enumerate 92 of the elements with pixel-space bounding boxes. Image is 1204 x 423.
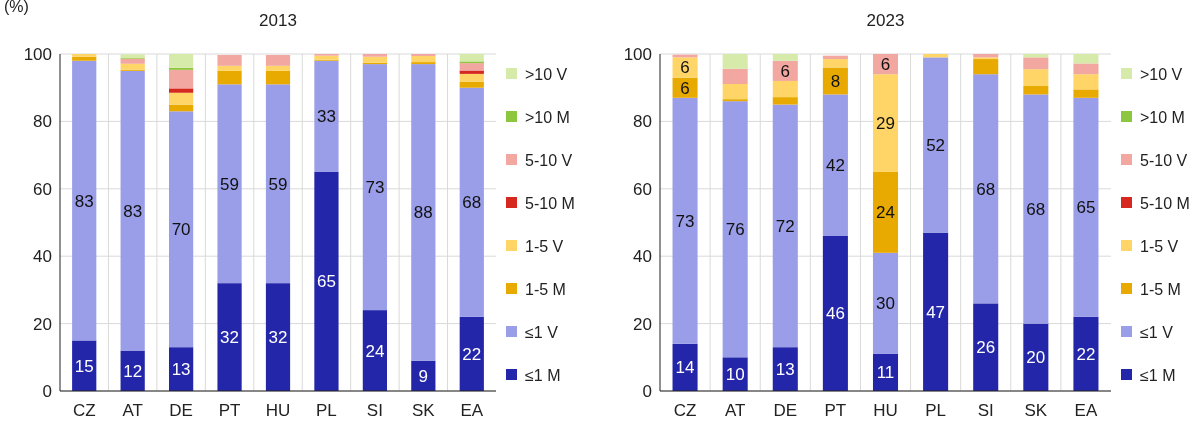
data-label: 68 — [462, 193, 482, 213]
legend-label: 5-10 M — [525, 195, 575, 212]
x-tick-label: PL — [316, 401, 337, 420]
data-label: 88 — [413, 203, 433, 223]
data-label: 10 — [725, 365, 745, 385]
data-label: 59 — [220, 174, 240, 194]
data-label: 24 — [876, 203, 895, 223]
data-label: 9 — [418, 366, 429, 386]
data-label: 8 — [830, 71, 841, 91]
data-label: 68 — [976, 179, 996, 199]
data-label: 6 — [680, 58, 690, 78]
data-label: 13 — [171, 360, 191, 380]
data-label: 11 — [876, 363, 895, 383]
data-label: 6 — [880, 55, 891, 75]
data-label: 65 — [316, 272, 336, 292]
data-label: 83 — [74, 191, 94, 211]
data-label: 15 — [74, 356, 94, 376]
legend-label: 5-10 V — [1140, 152, 1188, 169]
data-label: 59 — [268, 174, 288, 194]
legend-label: ≤1 M — [525, 367, 561, 384]
data-label: 14 — [675, 358, 695, 378]
legend-label: 1-5 V — [1140, 238, 1179, 255]
y-tick-label: 80 — [33, 112, 52, 132]
y-tick-label: 0 — [642, 382, 652, 401]
legend-label: ≤1 M — [1140, 367, 1176, 384]
legend-label: 5-10 V — [525, 152, 573, 169]
x-tick-label: DE — [773, 401, 798, 420]
y-tick-label: 100 — [623, 45, 652, 64]
data-label: 13 — [775, 360, 795, 380]
data-label: 46 — [825, 304, 845, 324]
x-tick-label: CZ — [72, 401, 96, 420]
y-tick-label: 80 — [633, 112, 652, 132]
x-tick-label: SK — [1024, 401, 1048, 420]
x-tick-label: HU — [265, 401, 291, 420]
y-tick-label: 60 — [633, 179, 652, 199]
y-tick-label: 40 — [633, 247, 652, 267]
x-tick-label: SI — [977, 401, 994, 420]
data-label: 12 — [123, 361, 143, 381]
legend-label: 1-5 M — [1140, 281, 1181, 298]
data-label: 47 — [926, 302, 946, 322]
chart-title: 2023 — [866, 11, 905, 30]
legend-label: >10 M — [525, 109, 570, 126]
data-label: 24 — [365, 341, 385, 361]
x-tick-label: PT — [218, 401, 241, 420]
data-label: 42 — [825, 156, 845, 176]
x-tick-label: EA — [1074, 401, 1098, 420]
legend-label: >10 V — [1140, 66, 1183, 83]
x-tick-label: EA — [460, 401, 484, 420]
legend-label: 5-10 M — [1140, 195, 1190, 212]
data-label: 52 — [926, 135, 946, 155]
data-label: 68 — [1026, 200, 1046, 220]
y-tick-label: 20 — [633, 314, 652, 334]
text: (%) — [4, 0, 29, 15]
legend-label: 1-5 M — [525, 281, 566, 298]
y-tick-label: 40 — [33, 247, 52, 267]
legend-label: ≤1 V — [1140, 324, 1174, 341]
data-label: 65 — [1076, 198, 1096, 218]
data-label: 32 — [220, 328, 240, 348]
data-label: 20 — [1026, 348, 1046, 368]
y-tick-label: 20 — [33, 314, 52, 334]
data-label: 73 — [365, 178, 385, 198]
x-tick-label: HU — [873, 401, 898, 420]
data-label: 32 — [268, 328, 288, 348]
y-tick-label: 0 — [42, 382, 52, 401]
data-label: 6 — [780, 61, 791, 81]
x-tick-label: SI — [366, 401, 383, 420]
chart-title: 2013 — [259, 11, 297, 30]
data-label: 30 — [876, 294, 895, 314]
legend-label: >10 M — [1140, 109, 1185, 126]
x-tick-label: SK — [411, 401, 436, 420]
x-tick-label: PT — [824, 401, 847, 420]
y-tick-label: 100 — [23, 45, 52, 64]
data-label: 29 — [876, 114, 895, 134]
legend-label: >10 V — [525, 66, 568, 83]
legend-label: ≤1 V — [525, 324, 559, 341]
x-tick-label: CZ — [673, 401, 697, 420]
data-label: 73 — [675, 211, 695, 231]
data-label: 83 — [123, 201, 143, 221]
data-label: 70 — [171, 220, 191, 240]
data-label: 22 — [1076, 344, 1096, 364]
x-tick-label: PL — [925, 401, 947, 420]
legend-label: 1-5 V — [525, 238, 564, 255]
data-label: 33 — [316, 107, 336, 127]
data-label: 76 — [725, 220, 745, 240]
x-tick-label: AT — [724, 401, 746, 420]
data-label: 72 — [775, 216, 795, 236]
data-label: 6 — [680, 78, 690, 98]
data-label: 22 — [462, 344, 482, 364]
y-tick-label: 60 — [33, 179, 52, 199]
x-tick-label: DE — [169, 401, 193, 420]
x-tick-label: AT — [122, 401, 143, 420]
data-label: 26 — [976, 338, 996, 358]
